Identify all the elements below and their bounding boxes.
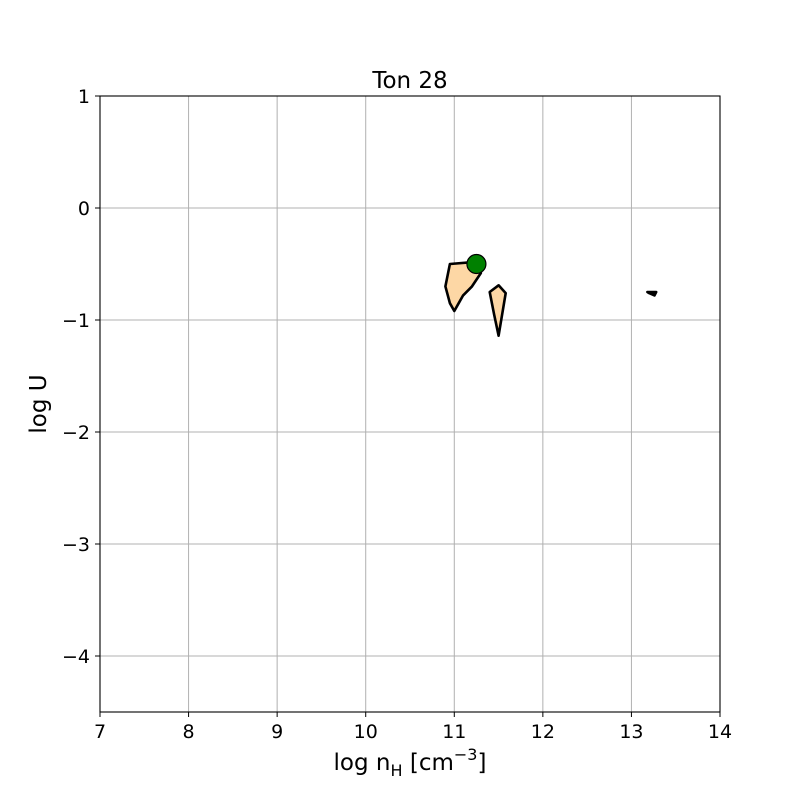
- y-tick-label: −2: [62, 422, 90, 444]
- x-tick-label: 11: [442, 721, 466, 743]
- x-tick-label: 14: [708, 721, 732, 743]
- y-tick-label: −1: [62, 310, 90, 332]
- x-axis-label-unit-pre: [cm: [410, 750, 454, 776]
- plot-frame: [99, 95, 721, 713]
- y-tick-label: −3: [62, 534, 90, 556]
- markers: [466, 253, 487, 275]
- x-tick-label: 8: [183, 721, 195, 743]
- x-tick-label: 13: [619, 721, 643, 743]
- x-axis-label-main: log n: [334, 750, 391, 776]
- data-point: [466, 253, 487, 275]
- contour-region: [488, 283, 508, 338]
- x-tick-label: 12: [531, 721, 555, 743]
- x-tick-label: 9: [271, 721, 283, 743]
- x-tick-label: 10: [354, 721, 378, 743]
- y-tick-label: −4: [62, 646, 90, 668]
- x-axis-label: log nH [cm−3]: [334, 745, 487, 780]
- x-tick-label: 7: [94, 721, 106, 743]
- x-axis-label-unit-sup: −3: [454, 745, 478, 764]
- contour-regions: [444, 260, 658, 338]
- chart-title: Ton 28: [371, 68, 447, 94]
- grid: [99, 95, 721, 712]
- y-tick-label: 0: [78, 198, 90, 220]
- x-axis-label-sub: H: [391, 761, 403, 780]
- x-axis-label-unit-post: ]: [477, 750, 486, 776]
- contour-region: [646, 290, 658, 297]
- y-tick-label: 1: [78, 86, 90, 108]
- y-axis-label: log U: [26, 374, 52, 433]
